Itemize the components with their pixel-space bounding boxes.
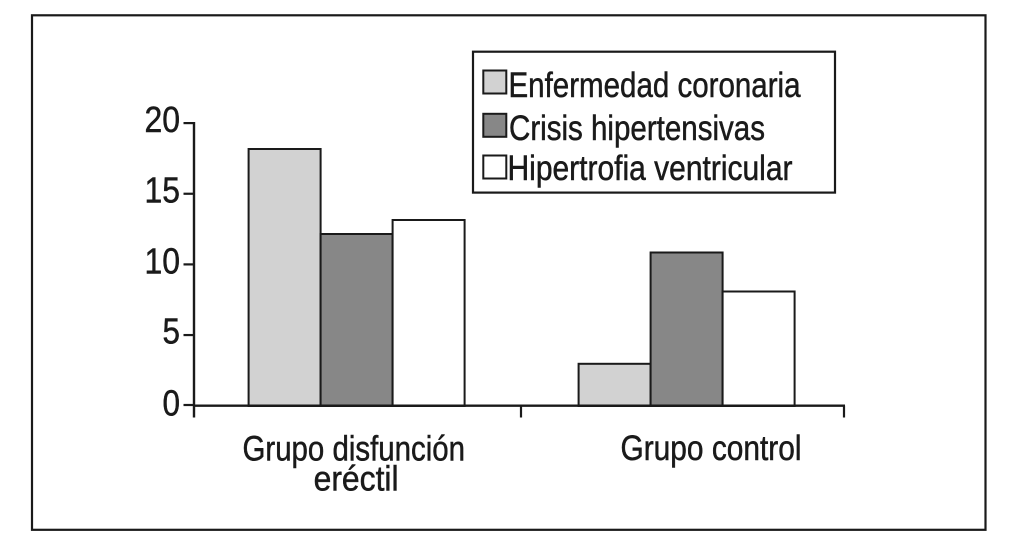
svg-text:Grupo control: Grupo control xyxy=(621,429,802,468)
svg-text:10: 10 xyxy=(145,240,181,281)
svg-text:20: 20 xyxy=(145,99,181,140)
svg-text:Enfermedad coronaria: Enfermedad coronaria xyxy=(509,66,801,105)
svg-text:Grupo disfunción: Grupo disfunción xyxy=(243,429,466,468)
svg-text:Hipertrofia ventricular: Hipertrofia ventricular xyxy=(508,149,793,188)
svg-text:Crisis hipertensivas: Crisis hipertensivas xyxy=(509,109,765,148)
svg-text:15: 15 xyxy=(145,170,181,211)
svg-text:0: 0 xyxy=(163,383,181,424)
svg-text:eréctil: eréctil xyxy=(314,460,399,499)
svg-text:5: 5 xyxy=(163,310,181,351)
